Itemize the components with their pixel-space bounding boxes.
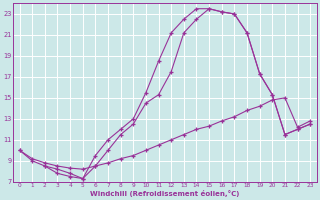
X-axis label: Windchill (Refroidissement éolien,°C): Windchill (Refroidissement éolien,°C) [90, 190, 240, 197]
